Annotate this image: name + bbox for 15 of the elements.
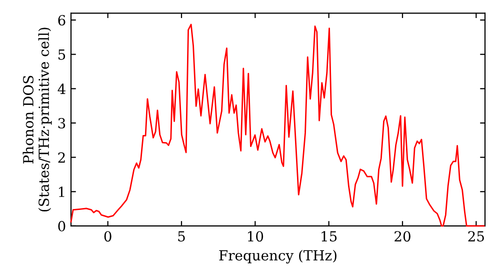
y-tick-label: 4 bbox=[58, 84, 66, 94]
y-tick-label: 3 bbox=[58, 118, 66, 128]
y-tick-label: 2 bbox=[58, 152, 65, 163]
x-tick-label: 25 bbox=[468, 231, 484, 242]
x-tick-label: 5 bbox=[178, 231, 185, 242]
y-tick-label: 0 bbox=[58, 220, 66, 232]
y-axis-title: Phonon DOS (States/THz·primitive cell) bbox=[22, 28, 52, 212]
x-tick-label: 10 bbox=[248, 231, 264, 242]
x-tick-label: 0 bbox=[104, 231, 112, 242]
x-tick-label: 15 bbox=[322, 231, 337, 242]
x-axis-title: Frequency (THz) bbox=[219, 250, 336, 264]
x-tick-label: 20 bbox=[394, 231, 410, 242]
y-tick-label: 1 bbox=[58, 186, 64, 197]
y-tick-label: 6 bbox=[58, 14, 66, 26]
y-tick-label: 5 bbox=[58, 50, 66, 60]
